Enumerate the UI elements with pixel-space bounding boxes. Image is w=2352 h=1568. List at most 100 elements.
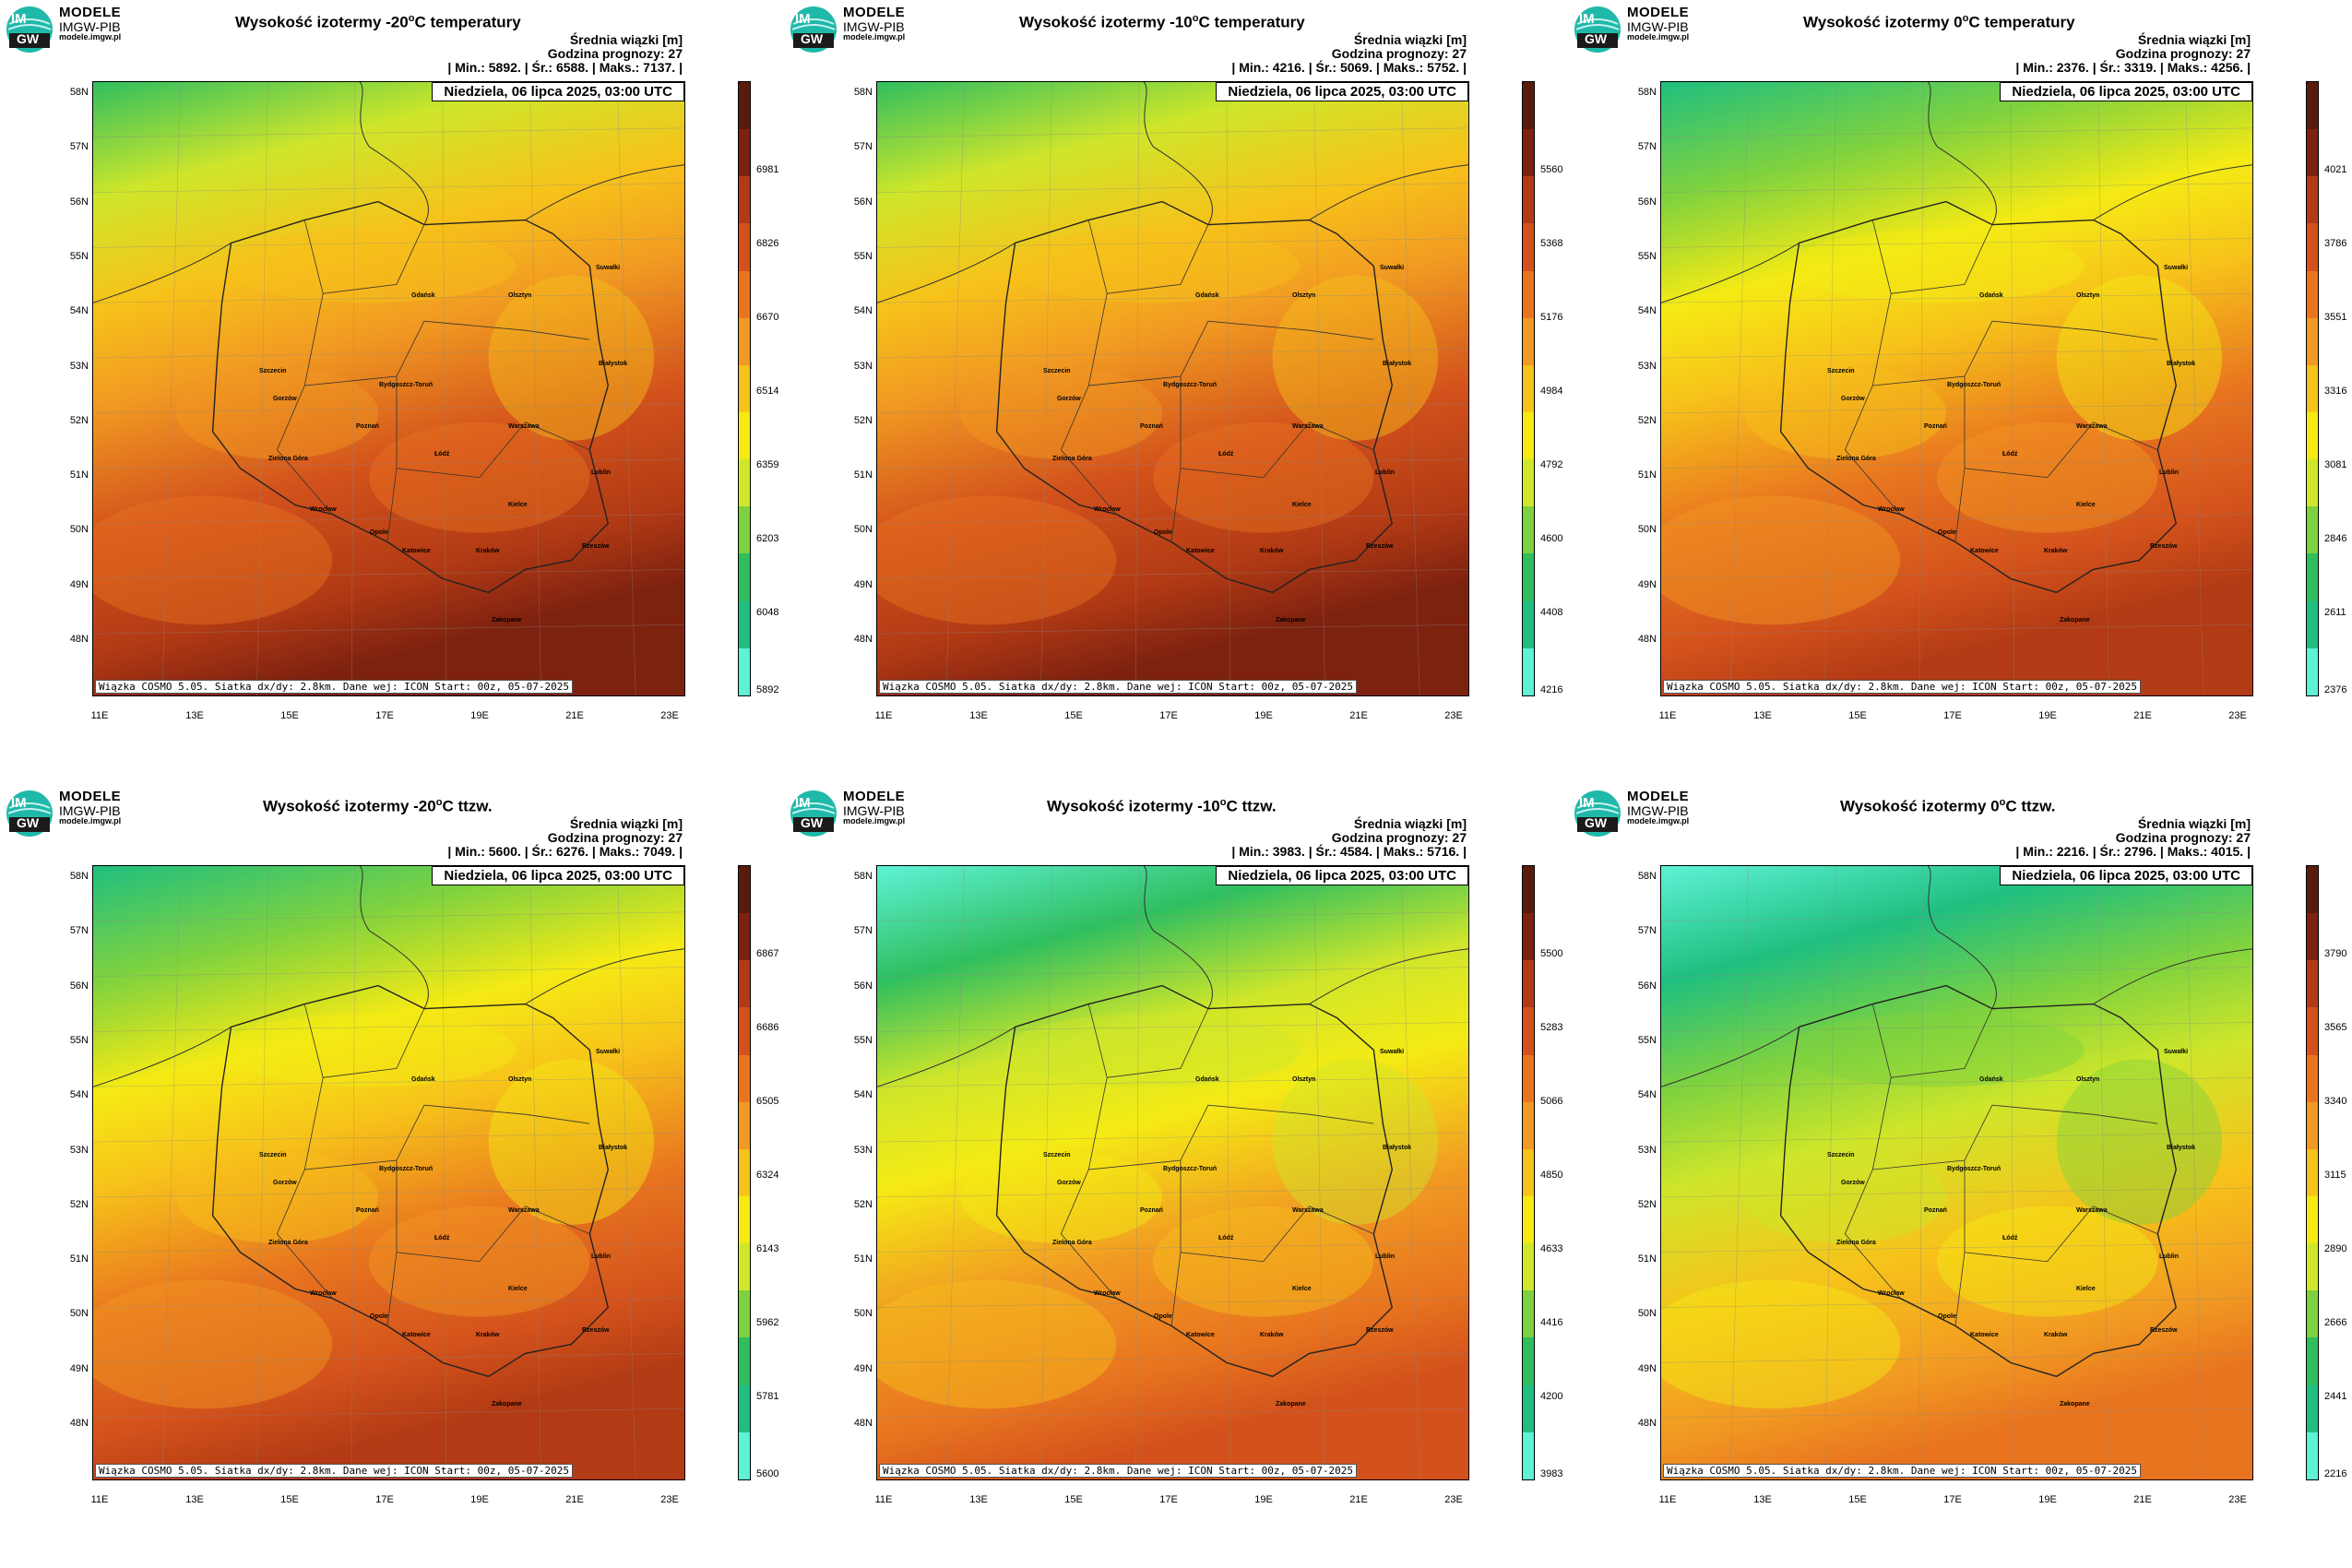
colorbar-tick-label: 6867 [756, 948, 779, 959]
city-label: Suwałki [1380, 265, 1405, 271]
colorbar-tick-label: 6686 [756, 1022, 779, 1033]
lon-tick-label: 13E [969, 1494, 988, 1505]
colorbar [1522, 81, 1535, 696]
lat-tick-label: 54N [1637, 305, 1657, 317]
city-label: Opole [1154, 1313, 1172, 1320]
colorbar-tick-label: 6981 [756, 164, 779, 175]
lat-tick-label: 48N [69, 634, 89, 645]
city-label: Kraków [476, 1332, 500, 1338]
colorbar [738, 81, 751, 696]
lat-tick-label: 51N [69, 469, 89, 481]
logo-badge-bottom: GW [17, 31, 40, 46]
lon-tick-label: 23E [1444, 1494, 1463, 1505]
city-label: Olsztyn [508, 292, 532, 299]
stats-block: Średnia wiązki [m] Godzina prognozy: 27 | … [2015, 33, 2251, 75]
lon-tick-label: 21E [2133, 710, 2152, 721]
colorbar-segment [1523, 129, 1534, 177]
city-label: Kielce [2076, 502, 2096, 508]
logo-badge-bottom: GW [1585, 31, 1608, 46]
colorbar-segment [1523, 1384, 1534, 1432]
logo-badge-bottom: GW [17, 815, 40, 830]
city-label: Suwałki [2164, 1049, 2189, 1055]
colorbar-tick-label: 4216 [1540, 684, 1563, 695]
forecast-hour: Godzina prognozy: 27 [1331, 46, 1467, 61]
beam-label: Średnia wiązki [m] [1353, 816, 1467, 831]
lat-tick-label: 50N [853, 1308, 873, 1320]
colorbar-tick-label: 3790 [2324, 948, 2347, 959]
colorbar-segment [739, 129, 750, 177]
model-footer: Wiązka COSMO 5.05. Siatka dx/dy: 2.8km. … [879, 680, 1357, 694]
lat-tick-label: 58N [1637, 871, 1657, 882]
colorbar-tick-label: 5892 [756, 684, 779, 695]
lon-tick-label: 21E [1349, 1494, 1368, 1505]
lat-tick-label: 50N [69, 1308, 89, 1320]
colorbar-segment [739, 1384, 750, 1432]
title-degree: o [408, 13, 415, 24]
map-area: Gdańsk Olsztyn Suwałki Białystok Szczecin Byd… [1660, 865, 2253, 1480]
colorbar-segment [2307, 1054, 2318, 1102]
city-label: Warszawa [2076, 423, 2108, 430]
colorbar-segment [1523, 1195, 1534, 1244]
stats-line: | Min.: 2376. | Śr.: 3319. | Maks.: 4256… [2015, 60, 2251, 75]
lon-tick-label: 13E [1753, 710, 1772, 721]
logo-line1: MODELE [59, 789, 122, 804]
title-suffix: C temperatury [414, 13, 521, 31]
city-label: Białystok [1383, 361, 1412, 367]
lat-tick-label: 56N [853, 980, 873, 992]
lon-tick-label: 17E [375, 1494, 394, 1505]
colorbar-segment [739, 270, 750, 318]
colorbar-segment [1523, 1290, 1534, 1338]
lat-tick-label: 53N [853, 360, 873, 372]
city-label: Katowice [402, 1332, 431, 1338]
colorbar-segment [739, 1007, 750, 1055]
lat-tick-label: 54N [1637, 1089, 1657, 1101]
chart-title: Wysokość izotermy -10oC ttzw. [1047, 797, 1277, 816]
logo-line2: IMGW-PIB [59, 802, 121, 818]
colorbar [1522, 865, 1535, 1480]
map-area: Gdańsk Olsztyn Suwałki Białystok Szczecin Byd… [1660, 81, 2253, 696]
lon-tick-label: 19E [2038, 1494, 2057, 1505]
city-label: Białystok [1383, 1145, 1412, 1151]
title-degree: o [1999, 797, 2006, 808]
colorbar-tick-label: 5560 [1540, 164, 1563, 175]
colorbar-tick-label: 3340 [2324, 1096, 2347, 1107]
colorbar-segment [739, 913, 750, 961]
city-label: Rzeszów [2150, 1327, 2178, 1334]
lon-tick-label: 15E [1064, 710, 1083, 721]
chart-title: Wysokość izotermy -20oC temperatury [235, 13, 521, 32]
logo-url: modele.imgw.pl [1627, 32, 1690, 42]
city-label: Łódź [434, 451, 450, 457]
colorbar-tick-label: 4633 [1540, 1243, 1563, 1254]
city-label: Rzeszów [582, 543, 610, 550]
logo-text: MODELE IMGW-PIB modele.imgw.pl [843, 790, 905, 826]
colorbar-tick-label: 3081 [2324, 459, 2347, 470]
colorbar-tick-label: 5600 [756, 1468, 779, 1479]
colorbar-segment [1523, 506, 1534, 554]
lon-tick-label: 19E [470, 1494, 489, 1505]
lat-tick-label: 53N [69, 360, 89, 372]
city-label: Wrocław [1878, 1290, 1905, 1297]
height-field [93, 82, 684, 695]
city-label: Katowice [1186, 1332, 1215, 1338]
colorbar-segment [739, 1243, 750, 1291]
lat-tick-label: 54N [69, 305, 89, 317]
colorbar-segment [739, 82, 750, 130]
logo-line1: MODELE [1627, 5, 1690, 20]
lon-tick-label: 19E [470, 710, 489, 721]
forecast-panel: IM GW MODELE IMGW-PIB modele.imgw.pl Wysokość… [1568, 784, 2352, 1568]
lon-tick-label: 23E [660, 710, 679, 721]
city-label: Kraków [476, 548, 500, 554]
colorbar-tick-label: 3551 [2324, 312, 2347, 323]
valid-date: Niedziela, 06 lipca 2025, 03:00 UTC [2000, 866, 2252, 885]
beam-label: Średnia wiązki [m] [569, 816, 683, 831]
lon-tick-label: 13E [185, 710, 204, 721]
colorbar-segment [2307, 1101, 2318, 1149]
poland-border [1779, 984, 2178, 1378]
lon-tick-label: 11E [1658, 1494, 1677, 1505]
lat-tick-label: 52N [69, 1198, 89, 1210]
city-label: Warszawa [508, 423, 540, 430]
colorbar-tick-label: 5283 [1540, 1022, 1563, 1033]
colorbar-tick-label: 5066 [1540, 1096, 1563, 1107]
lon-tick-label: 23E [2228, 1494, 2247, 1505]
colorbar-segment [2307, 600, 2318, 648]
